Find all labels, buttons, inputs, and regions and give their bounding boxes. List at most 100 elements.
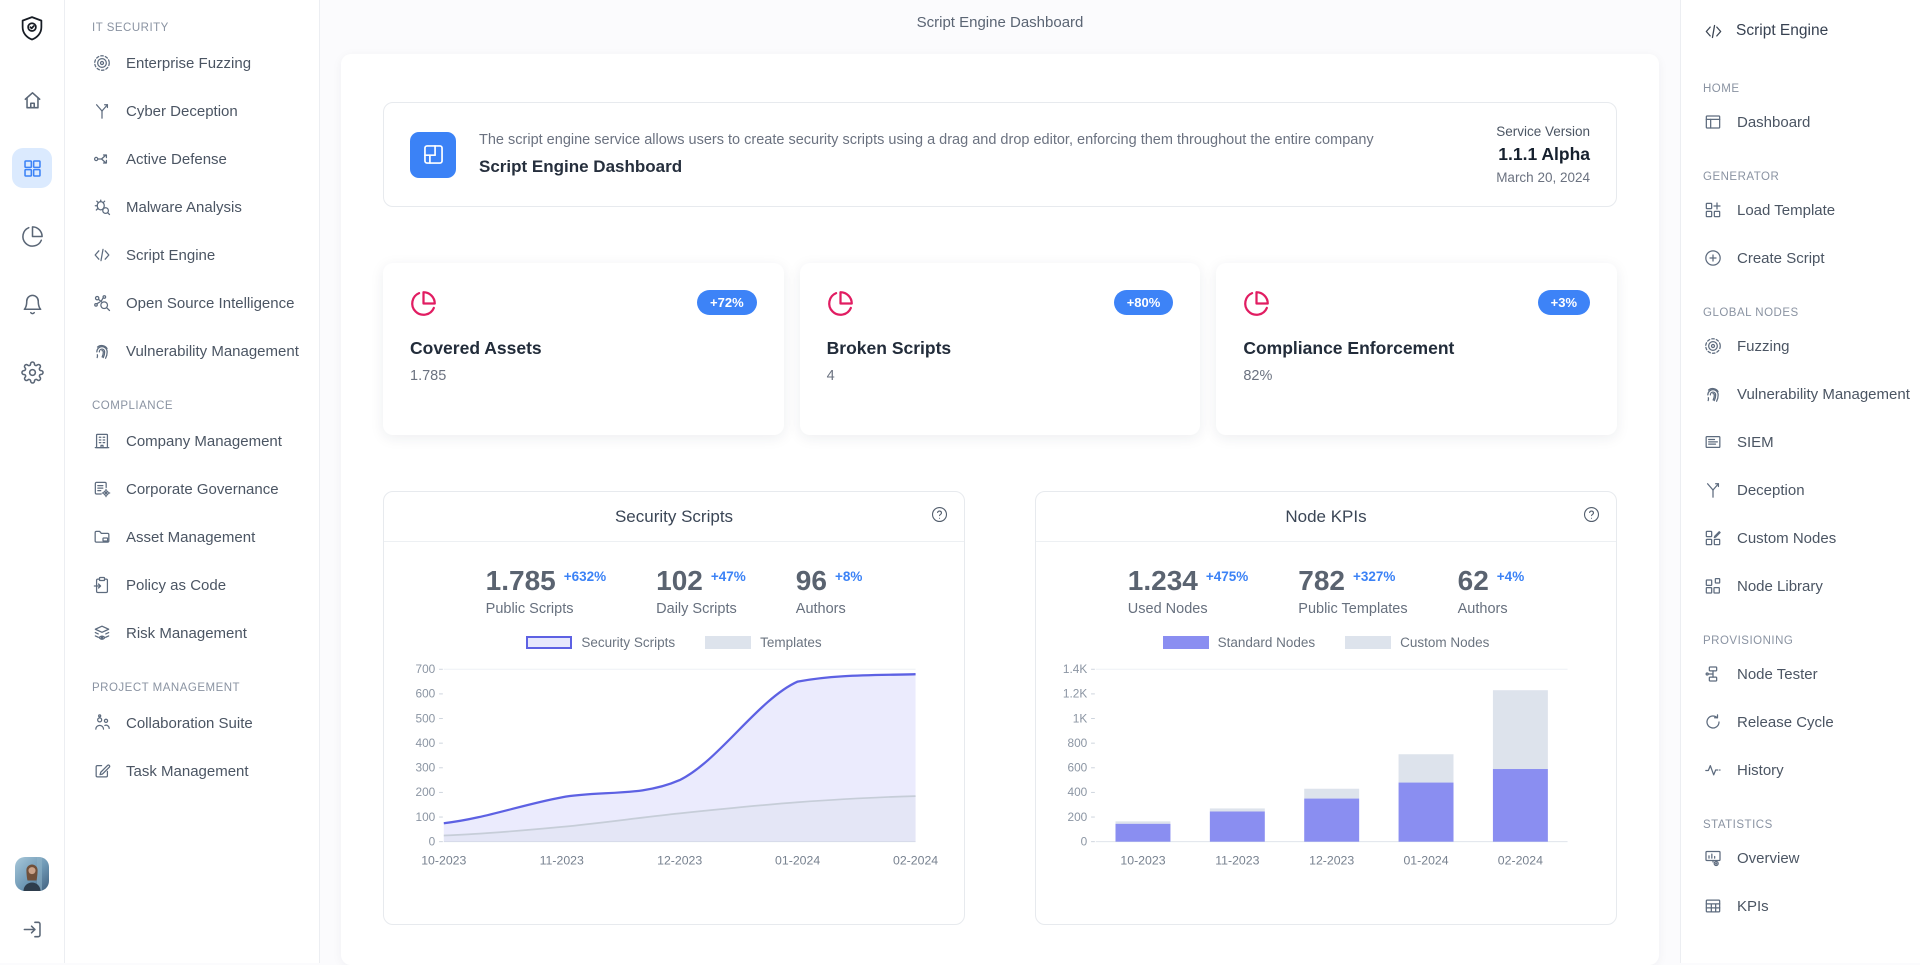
help-icon[interactable] <box>1582 505 1601 524</box>
chart-plot: 0 200 400 600 800 1K 1.2K 1.4K 10-2023 11-2023 12-… <box>1036 652 1616 876</box>
legend-entry-custom-nodes: Custom Nodes <box>1345 635 1489 650</box>
svg-text:02-2024: 02-2024 <box>893 853 938 867</box>
svg-text:0: 0 <box>1081 834 1088 848</box>
pie-icon <box>21 225 44 248</box>
avatar[interactable] <box>15 857 49 891</box>
kpi-daily-scripts: 102 +47% Daily Scripts <box>656 567 746 618</box>
svg-text:01-2024: 01-2024 <box>1403 853 1448 867</box>
sidebar-item-label: Task Management <box>126 762 249 780</box>
pie-chart-icon <box>827 290 854 317</box>
sidebar-item-script-engine[interactable]: Script Engine <box>92 231 309 279</box>
fingerprint-icon-svg <box>96 344 108 359</box>
kpi-authors: 62 +4% Authors <box>1458 567 1525 618</box>
legend-label: Templates <box>760 635 822 650</box>
sidebar-item-enterprise-fuzzing[interactable]: Enterprise Fuzzing <box>92 39 309 87</box>
sidebar-item-risk-management[interactable]: Risk Management <box>92 609 309 657</box>
right-item-release-cycle[interactable]: Release Cycle <box>1703 698 1912 746</box>
service-version-label: Service Version <box>1496 124 1590 139</box>
right-item-fuzzing[interactable]: Fuzzing <box>1703 322 1912 370</box>
kpi-delta: +8% <box>834 569 863 584</box>
split-icon-svg <box>1706 483 1720 498</box>
svg-text:800: 800 <box>1068 736 1088 750</box>
sidebar-item-open-source-intelligence[interactable]: Open Source Intelligence <box>92 279 309 327</box>
sidebar-item-collaboration-suite[interactable]: Collaboration Suite <box>92 699 309 747</box>
right-item-custom-nodes[interactable]: Custom Nodes <box>1703 514 1912 562</box>
gear-icon <box>20 360 44 384</box>
svg-text:12-2023: 12-2023 <box>1309 853 1354 867</box>
app-logo-shield-icon[interactable] <box>15 12 49 46</box>
right-sidebar-header: Script Engine <box>1703 16 1912 46</box>
help-icon[interactable] <box>930 505 949 524</box>
legend-swatch <box>526 636 573 649</box>
gear-icon-svg <box>20 360 44 384</box>
legend-entry-security-scripts: Security Scripts <box>526 635 675 650</box>
kpi-top: 96 +8% <box>796 567 863 595</box>
fingerprint-icon <box>92 341 112 361</box>
right-item-siem[interactable]: SIEM <box>1703 418 1912 466</box>
stat-card-broken-scripts: +80% Broken Scripts 4 <box>799 263 1201 435</box>
right-item-overview[interactable]: Overview <box>1703 834 1912 882</box>
sidebar-item-cyber-deception[interactable]: Cyber Deception <box>92 87 309 135</box>
rail-item-home[interactable] <box>12 80 52 120</box>
legend-label: Standard Nodes <box>1217 635 1316 650</box>
trend-badge: +3% <box>1537 290 1591 315</box>
right-item-label: Deception <box>1737 481 1805 499</box>
chart-title: Security Scripts <box>614 507 734 526</box>
rail-item-settings[interactable] <box>12 352 52 392</box>
stat-card-value: 4 <box>826 368 835 384</box>
right-item-node-tester[interactable]: Node Tester <box>1703 650 1912 698</box>
fingerprint-icon <box>1703 384 1723 404</box>
right-item-kpis[interactable]: KPIs <box>1703 882 1912 930</box>
chart-card-security-scripts: Security Scripts 1.785 +632% Public Scripts… <box>383 491 965 925</box>
network-search-icon-svg <box>94 295 111 312</box>
right-item-deception[interactable]: Deception <box>1703 466 1912 514</box>
kpi-label: Daily Scripts <box>656 601 737 617</box>
sidebar-item-active-defense[interactable]: Active Defense <box>92 135 309 183</box>
code-icon-svg <box>94 248 110 262</box>
right-item-label: Overview <box>1737 849 1800 867</box>
rail-item-apps[interactable] <box>12 148 52 188</box>
rail-item-notifications[interactable] <box>12 284 52 324</box>
circle-plus-icon-svg <box>1705 250 1721 266</box>
svg-text:1.4K: 1.4K <box>1063 662 1087 676</box>
right-section-label-home: HOME <box>1703 83 1740 95</box>
page-title: Script Engine Dashboard <box>916 13 1084 31</box>
logout-icon-svg <box>23 921 41 937</box>
sidebar-item-company-management[interactable]: Company Management <box>92 417 309 465</box>
right-item-load-template[interactable]: Load Template <box>1703 186 1912 234</box>
sidebar-item-asset-management[interactable]: Asset Management <box>92 513 309 561</box>
grid-plus-icon <box>1703 200 1723 220</box>
right-item-create-script[interactable]: Create Script <box>1703 234 1912 282</box>
right-section-label-provisioning: PROVISIONING <box>1703 635 1794 647</box>
right-item-history[interactable]: History <box>1703 746 1912 794</box>
target-icon-svg <box>94 55 110 71</box>
sidebar-item-malware-analysis[interactable]: Malware Analysis <box>92 183 309 231</box>
card-lines-icon <box>1703 432 1723 452</box>
edit-square-icon <box>92 761 112 781</box>
right-item-label: Node Library <box>1737 577 1823 595</box>
header-card-text: The script engine service allows users t… <box>479 132 1374 177</box>
svg-text:400: 400 <box>416 736 436 750</box>
right-item-node-library[interactable]: Node Library <box>1703 562 1912 610</box>
sidebar-item-corporate-governance[interactable]: Corporate Governance <box>92 465 309 513</box>
target-icon <box>92 53 112 73</box>
legend-label: Security Scripts <box>581 635 676 650</box>
kpi-value: 782 <box>1298 565 1345 596</box>
kpi-label: Authors <box>795 601 846 617</box>
legend-label: Custom Nodes <box>1400 635 1490 650</box>
right-item-vulnerability-management[interactable]: Vulnerability Management <box>1703 370 1912 418</box>
sidebar-item-task-management[interactable]: Task Management <box>92 747 309 795</box>
service-version-block: Service Version 1.1.1 Alpha March 20, 20… <box>1496 124 1590 185</box>
svg-text:10-2023: 10-2023 <box>1120 853 1165 867</box>
logout-icon[interactable] <box>12 909 52 949</box>
right-item-dashboard[interactable]: Dashboard <box>1703 98 1912 146</box>
svg-text:11-2023: 11-2023 <box>1215 853 1259 867</box>
header-description: The script engine service allows users t… <box>479 132 1374 148</box>
rail-item-analytics[interactable] <box>12 216 52 256</box>
bug-search-icon <box>92 197 112 217</box>
sidebar-item-policy-as-code[interactable]: Policy as Code <box>92 561 309 609</box>
sidebar-item-vulnerability-management[interactable]: Vulnerability Management <box>92 327 309 375</box>
bell-icon <box>21 293 44 316</box>
window-icon <box>1703 112 1723 132</box>
right-item-label: Fuzzing <box>1737 337 1790 355</box>
